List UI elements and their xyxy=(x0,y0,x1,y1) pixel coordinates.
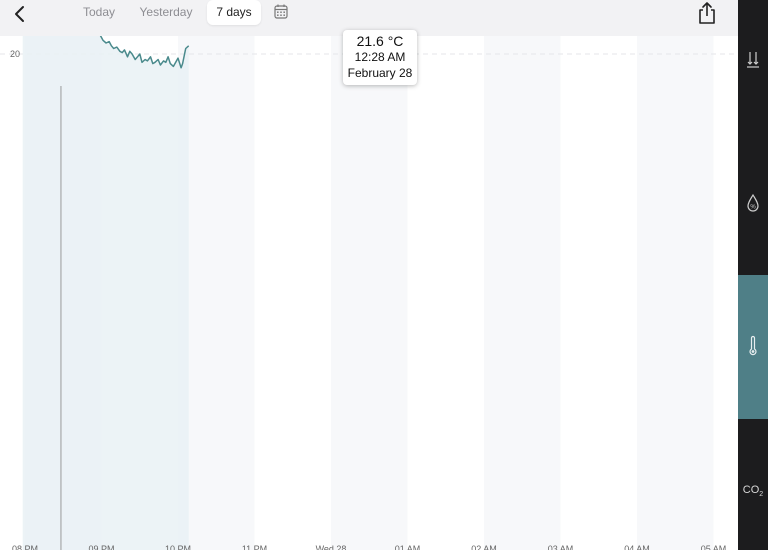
back-chevron-icon[interactable] xyxy=(8,3,32,27)
sidebar-selected-temperature[interactable] xyxy=(738,275,768,419)
tooltip-date: February 28 xyxy=(347,66,413,80)
share-icon[interactable] xyxy=(696,1,718,25)
tab-yesterday[interactable]: Yesterday xyxy=(139,5,193,19)
tooltip-value: 21.6 °C xyxy=(356,33,404,49)
series-line xyxy=(99,36,190,69)
hour-band xyxy=(484,36,561,550)
x-tick-label: 11 PM xyxy=(242,544,267,550)
hour-band xyxy=(637,36,714,550)
x-tick-label: Wed 28 xyxy=(316,544,347,550)
tab-today[interactable]: Today xyxy=(82,5,116,19)
x-tick-label: 04 AM xyxy=(624,544,650,550)
x-tick-label: 10 PM xyxy=(165,544,191,550)
x-tick-label: 09 PM xyxy=(88,544,114,550)
pressure-icon[interactable] xyxy=(738,48,768,72)
chart-area-fill xyxy=(22,36,189,550)
tab-7-days[interactable]: 7 days xyxy=(207,0,261,25)
sensor-sidebar: % CO2 xyxy=(738,0,768,550)
x-tick-label: 01 AM xyxy=(395,544,421,550)
calendar-icon[interactable] xyxy=(273,3,289,21)
humidity-icon[interactable]: % xyxy=(738,192,768,216)
y-tick-label: 20 xyxy=(10,49,20,59)
co2-label: CO xyxy=(742,484,760,496)
co2-sensor-button[interactable]: CO2 xyxy=(738,484,768,498)
hour-band xyxy=(331,36,408,550)
x-tick-label: 03 AM xyxy=(548,544,574,550)
x-tick-label: 05 AM xyxy=(701,544,727,550)
co2-subscript: 2 xyxy=(759,491,764,499)
x-tick-label: 08 PM xyxy=(12,544,38,550)
tooltip-time: 12:28 AM xyxy=(354,50,406,64)
value-tooltip: 21.6 °C 12:28 AM February 28 xyxy=(343,30,417,85)
thermometer-icon xyxy=(749,335,757,356)
hour-band xyxy=(178,36,255,550)
x-tick-label: 02 AM xyxy=(471,544,497,550)
svg-text:%: % xyxy=(750,205,756,211)
